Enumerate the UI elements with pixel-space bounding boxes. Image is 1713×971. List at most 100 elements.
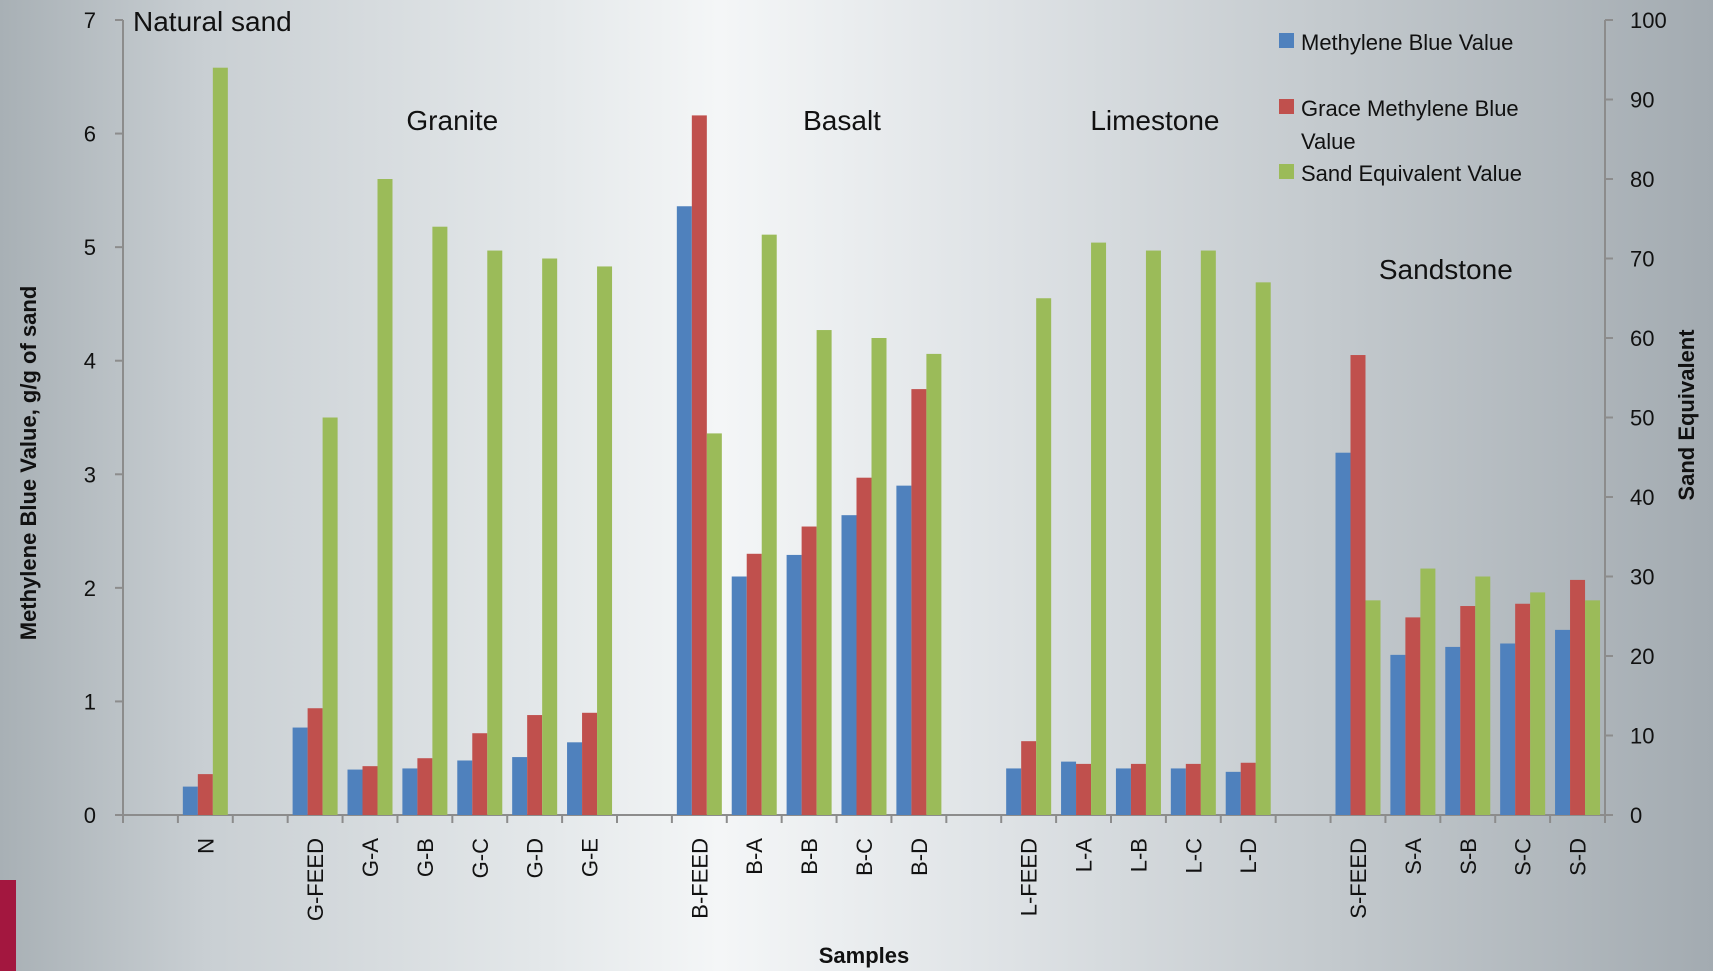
- right-tick-label: 60: [1630, 326, 1654, 351]
- right-tick-label: 10: [1630, 724, 1654, 749]
- bar-s-a-se: [1420, 568, 1436, 815]
- bar-l-c-grace-mbv: [1185, 763, 1201, 815]
- legend-swatch: [1279, 33, 1294, 48]
- category-label: L-C: [1181, 838, 1206, 874]
- category-label: B-A: [742, 838, 767, 875]
- legend-label: Methylene Blue Value: [1301, 30, 1513, 55]
- bar-s-b-se: [1475, 576, 1491, 815]
- bar-l-c-mbv: [1170, 768, 1186, 815]
- category-label: L-A: [1072, 838, 1097, 873]
- left-tick-label: 4: [84, 349, 96, 374]
- category-label: B-C: [852, 838, 877, 876]
- bar-s-d-grace-mbv: [1570, 579, 1586, 815]
- bar-s-a-grace-mbv: [1405, 617, 1421, 815]
- bar-l-feed-mbv: [1006, 768, 1022, 815]
- right-tick-label: 50: [1630, 406, 1654, 431]
- bar-g-d-se: [542, 258, 558, 815]
- bar-g-a-grace-mbv: [362, 766, 378, 815]
- bar-b-b-mbv: [786, 554, 802, 815]
- bar-s-feed-se: [1365, 600, 1381, 815]
- group-label: Basalt: [803, 105, 881, 136]
- bar-g-c-grace-mbv: [472, 733, 488, 815]
- bar-g-c-se: [487, 250, 503, 816]
- left-tick-label: 2: [84, 576, 96, 601]
- left-tick-label: 3: [84, 462, 96, 487]
- category-label: S-FEED: [1346, 838, 1371, 919]
- bar-n-grace-mbv: [197, 774, 213, 815]
- category-label: G-A: [358, 838, 383, 877]
- bar-g-d-mbv: [512, 757, 528, 815]
- bar-s-d-mbv: [1555, 629, 1571, 815]
- category-label: G-B: [413, 838, 438, 877]
- bar-b-feed-grace-mbv: [691, 115, 707, 815]
- bar-b-a-mbv: [731, 576, 747, 815]
- category-label: G-FEED: [303, 838, 328, 921]
- bar-l-b-mbv: [1115, 768, 1131, 815]
- bar-l-c-se: [1200, 250, 1216, 816]
- bar-b-feed-se: [706, 433, 722, 815]
- category-label: G-C: [468, 838, 493, 878]
- left-tick-label: 6: [84, 122, 96, 147]
- right-tick-label: 80: [1630, 167, 1654, 192]
- left-tick-label: 7: [84, 8, 96, 33]
- legend-label: Sand Equivalent Value: [1301, 161, 1522, 186]
- bar-g-feed-mbv: [292, 727, 308, 815]
- bar-l-a-grace-mbv: [1076, 763, 1092, 815]
- bar-l-feed-grace-mbv: [1021, 741, 1037, 815]
- left-tick-label: 5: [84, 235, 96, 260]
- group-label: Granite: [406, 105, 498, 136]
- bar-b-d-se: [926, 353, 942, 815]
- bar-b-b-se: [816, 330, 832, 815]
- right-tick-label: 90: [1630, 88, 1654, 113]
- bar-g-b-mbv: [402, 768, 418, 815]
- bar-l-b-se: [1145, 250, 1161, 816]
- bar-b-c-mbv: [841, 515, 857, 815]
- category-label: B-B: [797, 838, 822, 875]
- category-label: S-A: [1401, 838, 1426, 875]
- bar-l-b-grace-mbv: [1130, 763, 1146, 815]
- bar-g-d-grace-mbv: [527, 715, 543, 815]
- right-axis-title: Sand Equivalent: [1674, 329, 1699, 501]
- category-label: L-B: [1126, 838, 1151, 872]
- bar-l-d-se: [1255, 282, 1271, 816]
- bar-b-feed-mbv: [676, 206, 692, 815]
- bar-g-feed-se: [322, 417, 338, 815]
- left-axis-title: Methylene Blue Value, g/g of sand: [16, 286, 41, 641]
- right-tick-label: 0: [1630, 803, 1642, 828]
- bar-g-a-mbv: [347, 769, 363, 815]
- bar-g-b-grace-mbv: [417, 758, 433, 815]
- legend-label: Grace Methylene Blue Value: [1301, 96, 1519, 154]
- bar-g-feed-grace-mbv: [307, 708, 323, 815]
- group-label: Sandstone: [1379, 254, 1513, 285]
- right-tick-label: 70: [1630, 247, 1654, 272]
- bar-s-feed-grace-mbv: [1350, 355, 1366, 815]
- bar-b-b-grace-mbv: [801, 526, 817, 815]
- category-label: B-D: [907, 838, 932, 876]
- category-label: G-D: [523, 838, 548, 878]
- left-tick-label: 0: [84, 803, 96, 828]
- bar-s-c-mbv: [1500, 643, 1516, 815]
- category-label: N: [193, 838, 218, 854]
- bar-b-c-se: [871, 338, 887, 815]
- bar-s-feed-mbv: [1335, 452, 1351, 815]
- group-label: Natural sand: [133, 6, 292, 37]
- bar-b-a-se: [761, 234, 777, 815]
- bar-l-feed-se: [1036, 298, 1052, 815]
- category-label: S-D: [1566, 838, 1591, 876]
- bar-s-b-mbv: [1445, 646, 1461, 815]
- bar-g-b-se: [432, 226, 448, 815]
- corner-logo-mark: [0, 880, 16, 971]
- bar-g-e-mbv: [567, 742, 583, 815]
- bar-n-se: [212, 67, 228, 815]
- bar-l-a-se: [1091, 242, 1107, 816]
- right-tick-label: 20: [1630, 644, 1654, 669]
- bar-g-c-mbv: [457, 760, 473, 815]
- bar-l-d-mbv: [1225, 771, 1241, 815]
- right-tick-label: 30: [1630, 565, 1654, 590]
- bar-b-d-grace-mbv: [911, 389, 927, 815]
- right-tick-label: 100: [1630, 8, 1667, 33]
- category-label: B-FEED: [687, 838, 712, 919]
- bar-b-d-mbv: [896, 485, 912, 815]
- category-label: L-D: [1236, 838, 1261, 873]
